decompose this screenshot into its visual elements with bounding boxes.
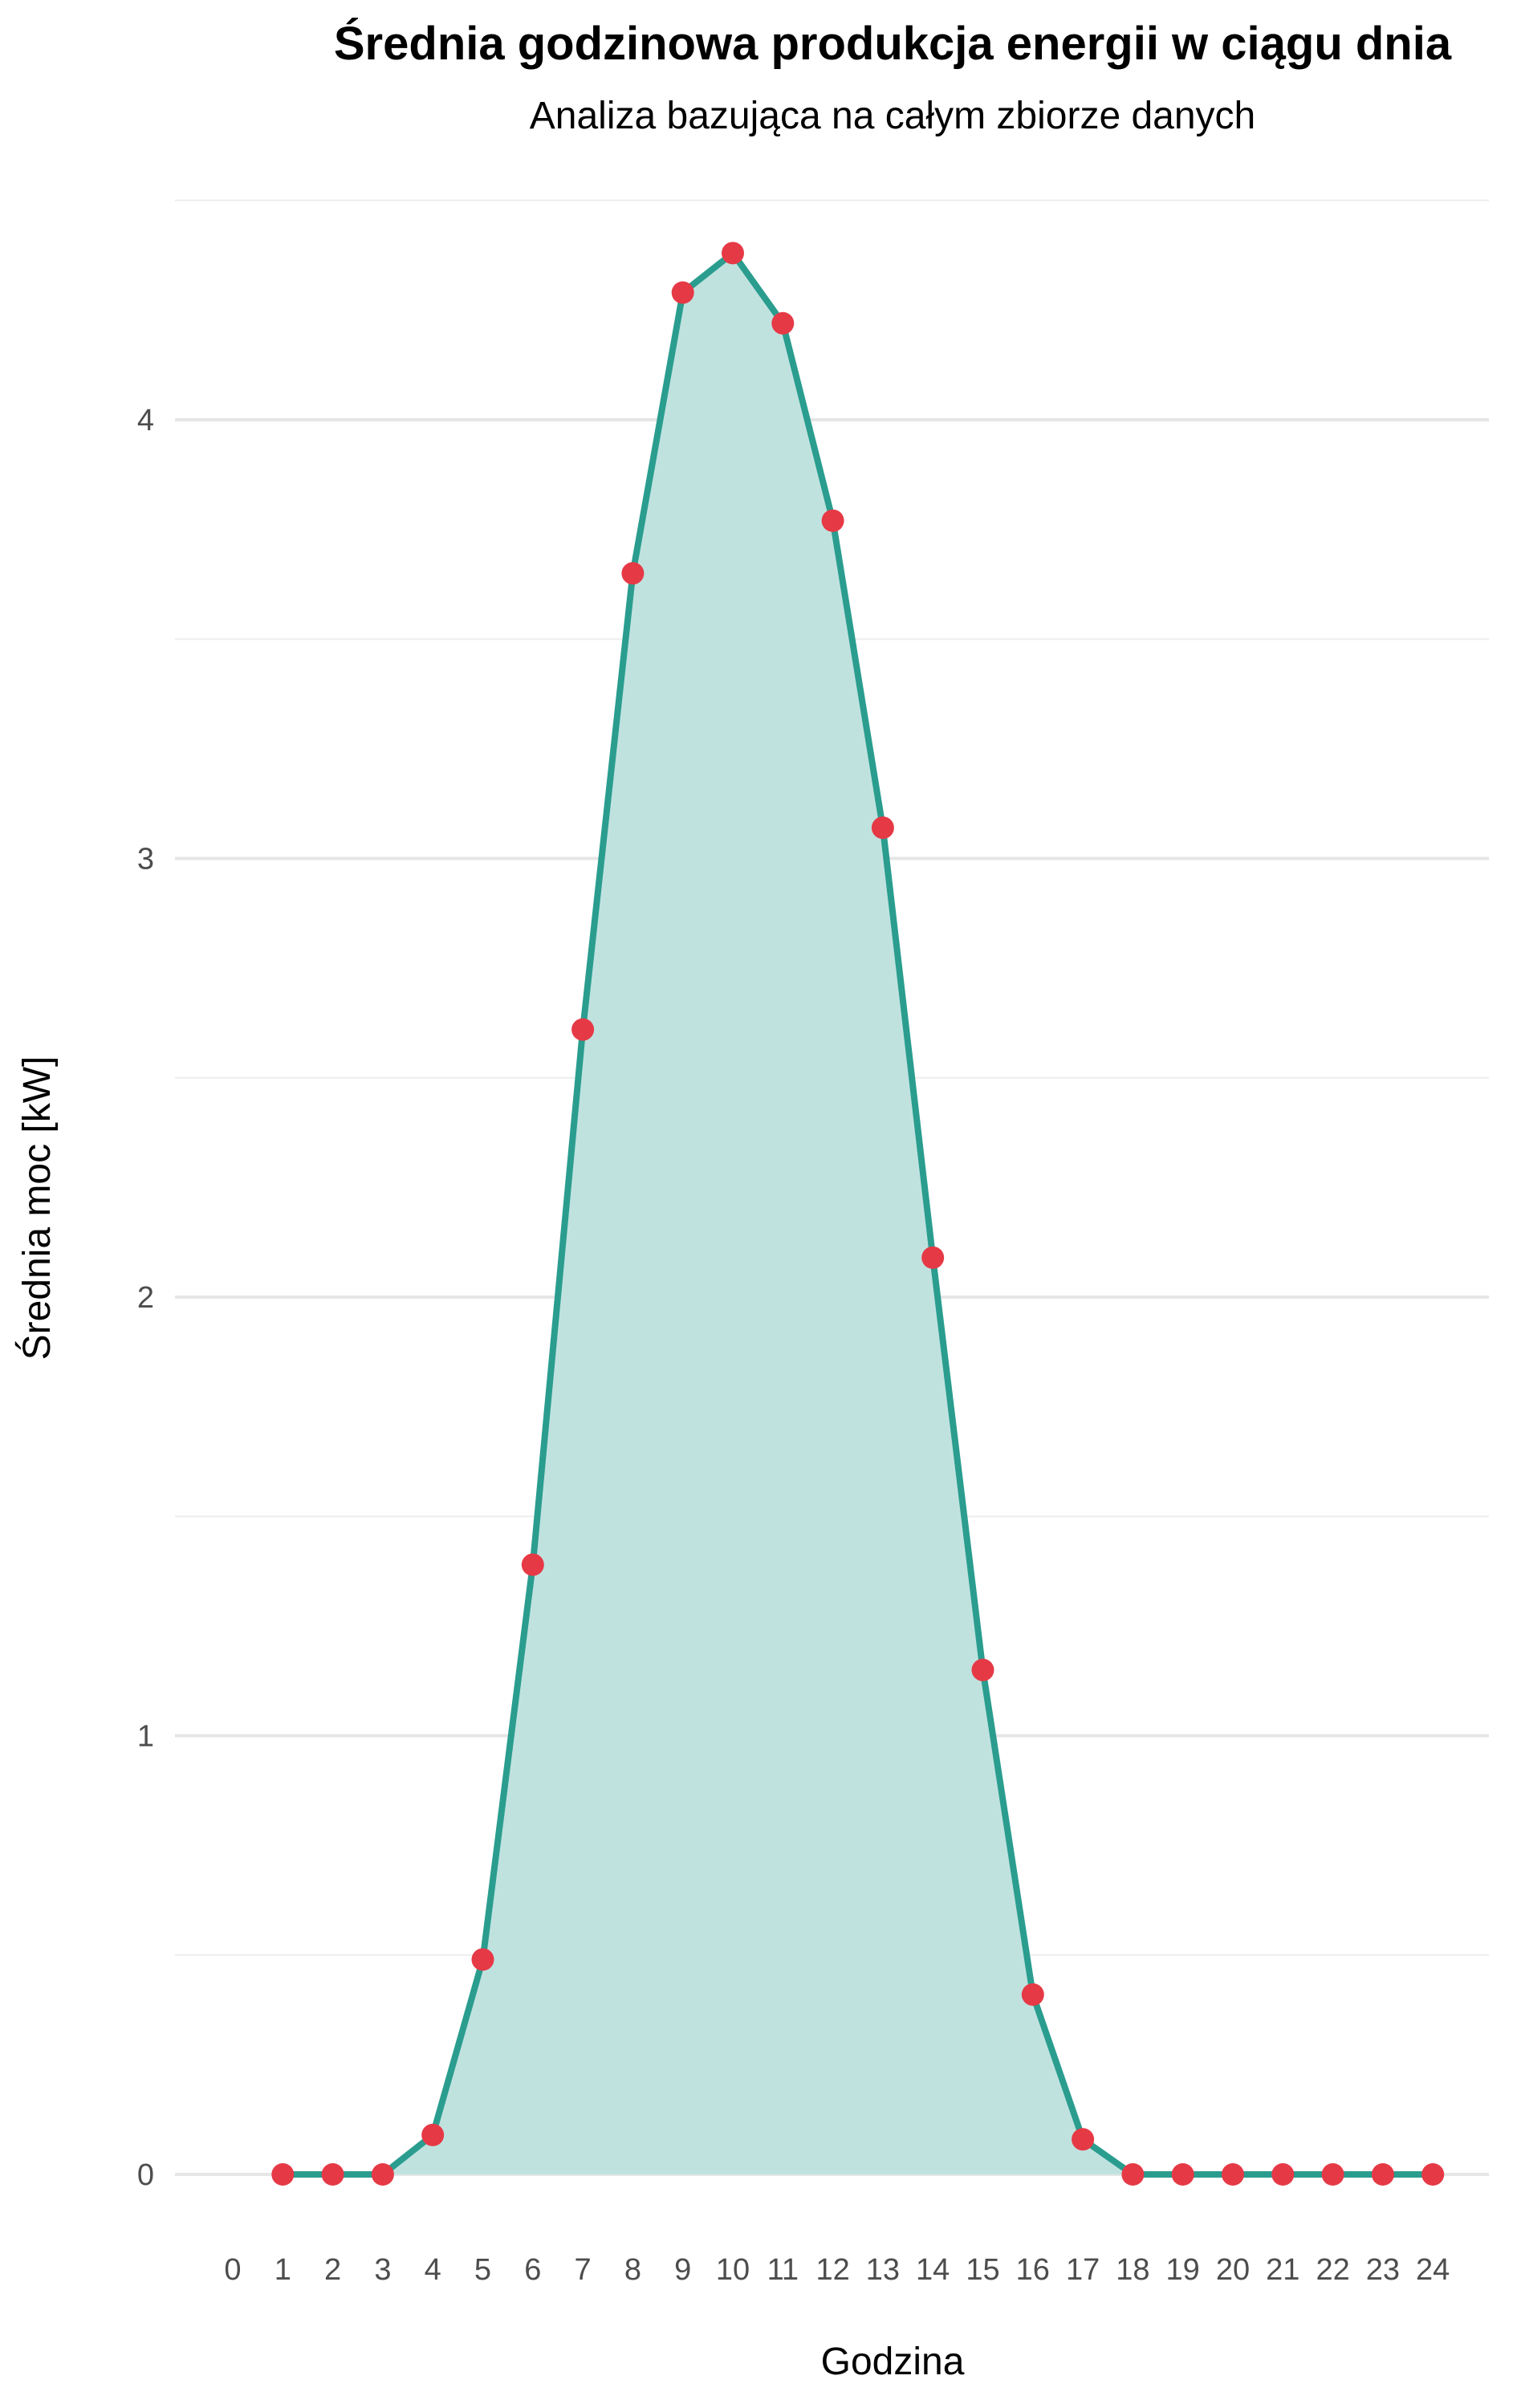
- data-point: [521, 1553, 544, 1576]
- x-tick-label: 2: [324, 2253, 341, 2287]
- x-tick-label: 8: [624, 2253, 641, 2287]
- data-point: [371, 2163, 394, 2186]
- chart-subtitle: Analiza bazująca na całym zbiorze danych: [530, 95, 1256, 137]
- y-tick-label: 2: [137, 1281, 154, 1315]
- x-tick-label: 5: [474, 2253, 491, 2287]
- x-tick-label: 15: [966, 2253, 999, 2287]
- area-layer: [283, 253, 1434, 2174]
- data-point: [621, 562, 645, 585]
- data-point: [321, 2163, 344, 2186]
- x-tick-label: 11: [767, 2253, 799, 2287]
- x-tick-label: 20: [1216, 2253, 1250, 2287]
- x-tick-label: 10: [716, 2253, 750, 2287]
- y-axis-title: Średnia moc [kW]: [14, 1056, 59, 1361]
- data-point: [722, 242, 744, 265]
- x-tick-label: 6: [524, 2253, 541, 2287]
- data-point: [1222, 2163, 1244, 2186]
- x-tick-label: 4: [425, 2253, 441, 2287]
- x-tick-label: 3: [374, 2253, 391, 2287]
- x-tick-label: 22: [1316, 2253, 1349, 2287]
- x-axis-title: Godzina: [821, 2341, 965, 2383]
- y-tick-label: 4: [137, 404, 154, 437]
- x-tick-label: 19: [1166, 2253, 1200, 2287]
- x-tick-label: 21: [1266, 2253, 1299, 2287]
- x-tick-label: 18: [1116, 2253, 1149, 2287]
- x-tick-label: 12: [815, 2253, 849, 2287]
- x-tick-label: 7: [575, 2253, 592, 2287]
- data-point: [921, 1246, 945, 1269]
- data-point: [1171, 2163, 1194, 2186]
- data-point: [421, 2123, 445, 2146]
- x-tick-label: 23: [1366, 2253, 1400, 2287]
- y-axis-tick-labels: 0 1 2 3 4: [137, 404, 154, 2192]
- x-tick-label: 9: [674, 2253, 691, 2287]
- x-tick-label: 16: [1016, 2253, 1050, 2287]
- data-point: [271, 2163, 295, 2186]
- data-point: [471, 1948, 494, 1971]
- chart-title: Średnia godzinowa produkcja energii w ci…: [334, 18, 1452, 70]
- data-point: [871, 816, 894, 840]
- data-point: [1121, 2163, 1145, 2186]
- x-axis-tick-labels: 0 1 2 3 4 5 6 7 8 9 10 11 12 13 14 15 16 17 18 19 20 21 22 23 24: [224, 2253, 1450, 2287]
- y-tick-label: 0: [137, 2158, 154, 2192]
- data-point: [1321, 2163, 1344, 2186]
- y-tick-label: 3: [137, 843, 154, 877]
- data-point: [821, 509, 844, 532]
- data-point: [1421, 2163, 1445, 2186]
- x-tick-label: 24: [1416, 2253, 1450, 2287]
- data-point: [571, 1018, 595, 1041]
- data-point: [1271, 2163, 1295, 2186]
- data-point: [1021, 1983, 1044, 2006]
- data-point: [671, 281, 694, 304]
- data-point: [971, 1658, 994, 1682]
- x-tick-label: 17: [1066, 2253, 1100, 2287]
- x-tick-label: 13: [866, 2253, 900, 2287]
- data-point: [1371, 2163, 1394, 2186]
- x-tick-label: 1: [275, 2253, 291, 2287]
- data-point: [771, 311, 795, 335]
- y-tick-label: 1: [137, 1720, 154, 1754]
- data-point: [1072, 2128, 1095, 2151]
- x-tick-label: 14: [916, 2253, 950, 2287]
- area-fill: [283, 253, 1434, 2174]
- x-tick-label: 0: [224, 2253, 241, 2287]
- points-layer: [271, 242, 1445, 2186]
